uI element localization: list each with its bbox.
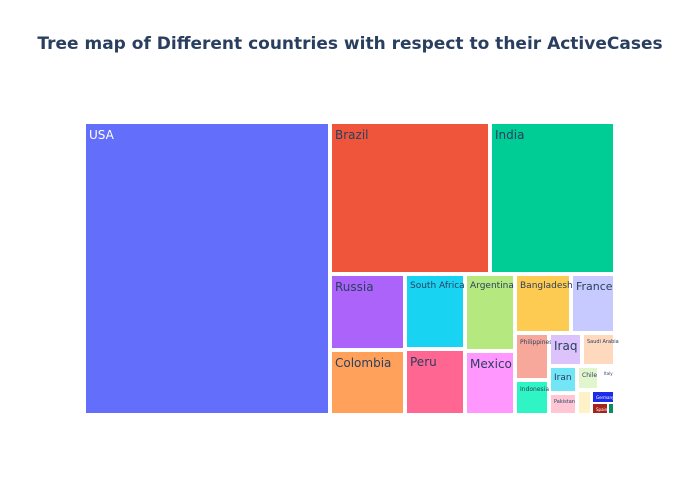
tile-peru[interactable]	[407, 351, 463, 413]
tile-argentina[interactable]	[467, 276, 513, 349]
tile-label-saudi-arabia: Saudi Arabia	[587, 339, 619, 345]
tile-chile[interactable]	[579, 368, 597, 388]
tile-label-argentina: Argentina	[470, 281, 514, 291]
tile-label-germany: Germany	[596, 395, 615, 400]
tile-label-spain: Spain	[596, 407, 608, 412]
tile-label-russia: Russia	[335, 280, 374, 294]
tile-indonesia[interactable]	[517, 382, 547, 413]
tile-label-indonesia: Indonesia	[520, 386, 549, 393]
tile-saudi-arabia[interactable]	[584, 335, 613, 364]
tile-label-iraq: Iraq	[554, 339, 577, 353]
tile-label-italy: Italy	[604, 371, 613, 376]
tile-iran[interactable]	[551, 368, 575, 391]
tile-label-mexico: Mexico	[470, 357, 512, 371]
tile-india[interactable]	[492, 124, 613, 272]
tile-south-africa[interactable]	[407, 276, 463, 347]
tile-brazil[interactable]	[332, 124, 488, 272]
tile-label-peru: Peru	[410, 355, 437, 369]
tile-iraq[interactable]	[551, 335, 580, 364]
tile-label-iran: Iran	[554, 373, 572, 383]
chart-title: Tree map of Different countries with res…	[37, 34, 663, 54]
tile-italy[interactable]	[601, 368, 613, 388]
tile-label-chile: Chile	[582, 372, 597, 379]
tile-mexico[interactable]	[467, 353, 513, 413]
tile-label-brazil: Brazil	[335, 128, 369, 142]
tile-label-france: France	[576, 280, 613, 293]
tile-label-india: India	[495, 128, 524, 142]
tile-unlabeled-22[interactable]	[609, 404, 613, 413]
tile-unlabeled-19[interactable]	[579, 392, 590, 413]
tile-usa[interactable]	[86, 124, 328, 413]
tile-label-bangladesh: Bangladesh	[520, 281, 573, 291]
tile-spain[interactable]	[593, 404, 607, 413]
tile-label-pakistan: Pakistan	[554, 399, 575, 405]
tile-colombia[interactable]	[332, 352, 403, 413]
tile-pakistan[interactable]	[551, 395, 575, 413]
tile-philippines[interactable]	[517, 335, 547, 378]
tile-label-colombia: Colombia	[335, 356, 391, 370]
tile-label-philippines: Philippines	[520, 339, 552, 346]
tile-france[interactable]	[573, 276, 613, 331]
tile-bangladesh[interactable]	[517, 276, 569, 331]
tile-germany[interactable]	[593, 392, 613, 402]
tile-label-south-africa: South Africa	[410, 281, 465, 291]
tile-label-usa: USA	[89, 128, 115, 142]
tile-russia[interactable]	[332, 276, 403, 348]
